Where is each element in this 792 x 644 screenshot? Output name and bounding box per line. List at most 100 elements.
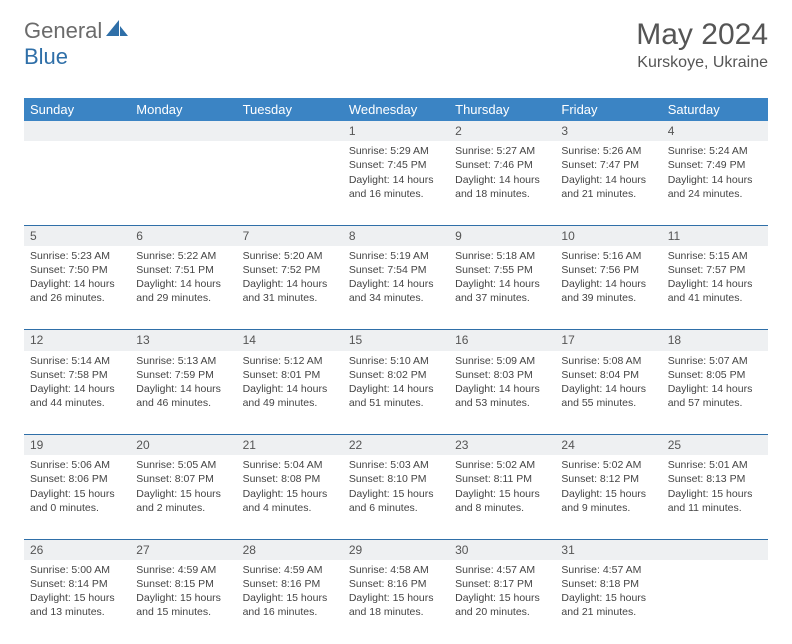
- day-number: 30: [449, 539, 555, 560]
- day-line: Sunrise: 5:13 AM: [136, 354, 230, 368]
- day-number: [24, 121, 130, 141]
- day-cell: Sunrise: 5:19 AMSunset: 7:54 PMDaylight:…: [343, 246, 449, 330]
- day-line: Daylight: 14 hours: [561, 382, 655, 396]
- day-line: and 0 minutes.: [30, 501, 124, 515]
- day-line: Daylight: 14 hours: [455, 277, 549, 291]
- day-cell: Sunrise: 5:02 AMSunset: 8:12 PMDaylight:…: [555, 455, 661, 539]
- day-line: and 13 minutes.: [30, 605, 124, 619]
- day-line: Sunrise: 5:08 AM: [561, 354, 655, 368]
- day-line: Sunrise: 5:02 AM: [455, 458, 549, 472]
- day-cell: Sunrise: 5:05 AMSunset: 8:07 PMDaylight:…: [130, 455, 236, 539]
- day-line: and 29 minutes.: [136, 291, 230, 305]
- column-header: Tuesday: [237, 98, 343, 121]
- logo-text-blue: Blue: [24, 44, 68, 69]
- day-number: 29: [343, 539, 449, 560]
- day-line: Sunset: 7:52 PM: [243, 263, 337, 277]
- day-line: Sunset: 7:51 PM: [136, 263, 230, 277]
- day-number: 18: [662, 330, 768, 351]
- calendar-table: SundayMondayTuesdayWednesdayThursdayFrid…: [24, 98, 768, 644]
- day-cell: [662, 560, 768, 644]
- day-cell: Sunrise: 5:20 AMSunset: 7:52 PMDaylight:…: [237, 246, 343, 330]
- day-cell: Sunrise: 5:26 AMSunset: 7:47 PMDaylight:…: [555, 141, 661, 225]
- day-cell: [237, 141, 343, 225]
- day-line: and 53 minutes.: [455, 396, 549, 410]
- day-line: and 18 minutes.: [455, 187, 549, 201]
- day-line: Sunset: 8:06 PM: [30, 472, 124, 486]
- day-cell: Sunrise: 5:03 AMSunset: 8:10 PMDaylight:…: [343, 455, 449, 539]
- day-number: 15: [343, 330, 449, 351]
- column-header: Thursday: [449, 98, 555, 121]
- day-number: 24: [555, 435, 661, 456]
- day-cell: Sunrise: 5:15 AMSunset: 7:57 PMDaylight:…: [662, 246, 768, 330]
- day-cell: Sunrise: 5:07 AMSunset: 8:05 PMDaylight:…: [662, 351, 768, 435]
- day-number: 21: [237, 435, 343, 456]
- day-line: and 24 minutes.: [668, 187, 762, 201]
- day-number: 3: [555, 121, 661, 141]
- day-line: Daylight: 15 hours: [455, 591, 549, 605]
- day-cell: Sunrise: 5:08 AMSunset: 8:04 PMDaylight:…: [555, 351, 661, 435]
- day-line: and 51 minutes.: [349, 396, 443, 410]
- day-number: 31: [555, 539, 661, 560]
- daynum-row: 1234: [24, 121, 768, 141]
- day-number: [237, 121, 343, 141]
- day-line: Daylight: 15 hours: [455, 487, 549, 501]
- day-line: and 15 minutes.: [136, 605, 230, 619]
- day-number: 1: [343, 121, 449, 141]
- day-cell: Sunrise: 5:13 AMSunset: 7:59 PMDaylight:…: [130, 351, 236, 435]
- day-line: Sunset: 7:50 PM: [30, 263, 124, 277]
- day-number: 10: [555, 225, 661, 246]
- logo-text-blue-wrap: Blue: [24, 44, 68, 70]
- day-line: and 57 minutes.: [668, 396, 762, 410]
- day-number: 16: [449, 330, 555, 351]
- day-cell: Sunrise: 5:18 AMSunset: 7:55 PMDaylight:…: [449, 246, 555, 330]
- day-number: 25: [662, 435, 768, 456]
- day-line: Daylight: 15 hours: [30, 487, 124, 501]
- day-line: and 37 minutes.: [455, 291, 549, 305]
- day-line: and 31 minutes.: [243, 291, 337, 305]
- day-cell: Sunrise: 5:01 AMSunset: 8:13 PMDaylight:…: [662, 455, 768, 539]
- day-line: Daylight: 15 hours: [30, 591, 124, 605]
- day-line: Daylight: 14 hours: [455, 173, 549, 187]
- day-line: Daylight: 15 hours: [349, 487, 443, 501]
- day-cell: Sunrise: 5:10 AMSunset: 8:02 PMDaylight:…: [343, 351, 449, 435]
- day-line: and 16 minutes.: [349, 187, 443, 201]
- day-number: 13: [130, 330, 236, 351]
- day-cell: Sunrise: 5:04 AMSunset: 8:08 PMDaylight:…: [237, 455, 343, 539]
- day-number: 9: [449, 225, 555, 246]
- day-number: [662, 539, 768, 560]
- day-cell: Sunrise: 5:00 AMSunset: 8:14 PMDaylight:…: [24, 560, 130, 644]
- day-line: Sunrise: 5:24 AM: [668, 144, 762, 158]
- day-cell: [130, 141, 236, 225]
- day-cell: Sunrise: 5:27 AMSunset: 7:46 PMDaylight:…: [449, 141, 555, 225]
- day-line: Sunset: 7:49 PM: [668, 158, 762, 172]
- day-line: Sunset: 8:14 PM: [30, 577, 124, 591]
- daynum-row: 262728293031: [24, 539, 768, 560]
- day-line: Daylight: 15 hours: [243, 487, 337, 501]
- month-title: May 2024: [636, 18, 768, 52]
- day-line: Daylight: 15 hours: [561, 487, 655, 501]
- title-block: May 2024 Kurskoye, Ukraine: [636, 18, 768, 72]
- day-cell: Sunrise: 4:58 AMSunset: 8:16 PMDaylight:…: [343, 560, 449, 644]
- day-line: Sunrise: 4:59 AM: [136, 563, 230, 577]
- day-cell: Sunrise: 4:57 AMSunset: 8:18 PMDaylight:…: [555, 560, 661, 644]
- day-line: Sunset: 7:56 PM: [561, 263, 655, 277]
- day-line: and 8 minutes.: [455, 501, 549, 515]
- day-line: Daylight: 14 hours: [136, 382, 230, 396]
- logo-text-general: General: [24, 18, 102, 44]
- day-line: Sunrise: 5:16 AM: [561, 249, 655, 263]
- day-cell: Sunrise: 5:16 AMSunset: 7:56 PMDaylight:…: [555, 246, 661, 330]
- day-line: Sunset: 8:08 PM: [243, 472, 337, 486]
- day-line: and 16 minutes.: [243, 605, 337, 619]
- column-header: Monday: [130, 98, 236, 121]
- day-line: Sunrise: 5:05 AM: [136, 458, 230, 472]
- day-number: 26: [24, 539, 130, 560]
- day-number: 8: [343, 225, 449, 246]
- day-line: Daylight: 14 hours: [243, 277, 337, 291]
- day-cell: Sunrise: 5:29 AMSunset: 7:45 PMDaylight:…: [343, 141, 449, 225]
- day-number: 2: [449, 121, 555, 141]
- day-line: Sunset: 8:16 PM: [349, 577, 443, 591]
- day-line: and 49 minutes.: [243, 396, 337, 410]
- day-line: Sunrise: 5:20 AM: [243, 249, 337, 263]
- day-line: Daylight: 14 hours: [668, 277, 762, 291]
- header-row: SundayMondayTuesdayWednesdayThursdayFrid…: [24, 98, 768, 121]
